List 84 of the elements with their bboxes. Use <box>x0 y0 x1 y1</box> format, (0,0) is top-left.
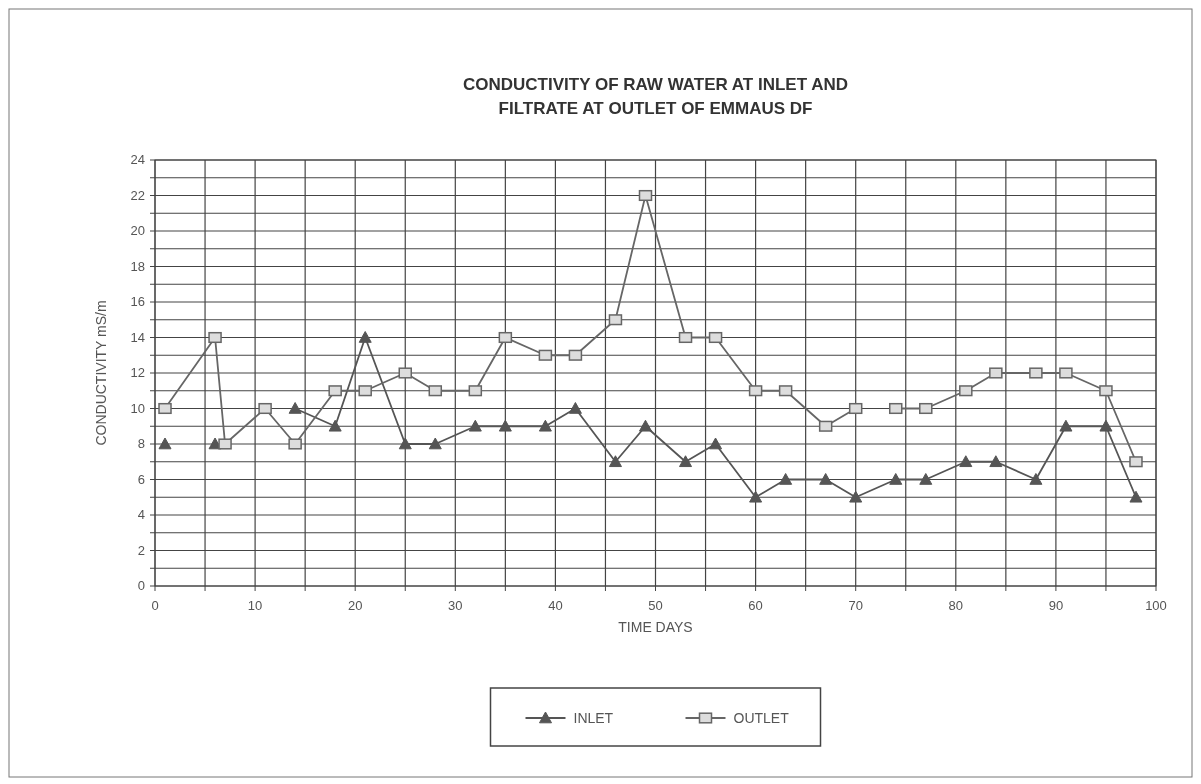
x-tick-label: 100 <box>1145 598 1167 613</box>
x-tick-label: 90 <box>1048 598 1064 613</box>
x-tick-label: 20 <box>347 598 363 613</box>
point <box>679 455 693 468</box>
point <box>919 473 933 485</box>
y-tick-label: 12 <box>130 365 145 380</box>
x-tick-label: 50 <box>648 598 663 613</box>
point <box>1099 419 1113 432</box>
point <box>498 419 512 432</box>
y-tick-label: 14 <box>130 329 145 345</box>
legend-label: OUTLET <box>733 710 790 726</box>
point <box>1059 419 1073 432</box>
point <box>398 367 412 379</box>
x-tick-label: 30 <box>448 598 463 613</box>
point <box>1129 490 1143 503</box>
y-axis-title: CONDUCTIVITY mS/m <box>93 300 109 446</box>
y-tick-label: 20 <box>130 223 145 238</box>
point <box>468 385 483 397</box>
y-tick-label: 10 <box>130 400 145 416</box>
legend-label: INLET <box>573 710 614 726</box>
point <box>849 490 863 503</box>
point <box>708 331 723 344</box>
point <box>959 455 973 468</box>
point <box>568 349 583 361</box>
point <box>538 349 553 361</box>
point <box>498 331 513 344</box>
y-tick-label: 22 <box>130 187 145 203</box>
x-tick-label: 70 <box>848 598 863 613</box>
y-tick-label: 24 <box>130 152 145 167</box>
chart-title: CONDUCTIVITY OF RAW WATER AT INLET AND FILTRATE AT OUTLET OF EMMAUS DF <box>463 75 848 118</box>
point <box>638 189 653 202</box>
point <box>328 419 342 432</box>
y-tick-label: 4 <box>137 507 145 522</box>
point <box>779 473 793 485</box>
point <box>989 367 1003 379</box>
point <box>749 490 763 503</box>
y-tick-label: 16 <box>130 294 145 309</box>
point <box>158 402 172 415</box>
x-tick-label: 0 <box>151 598 159 613</box>
y-tick-label: 8 <box>137 436 145 451</box>
point <box>1029 367 1043 379</box>
point <box>428 385 443 397</box>
point <box>778 385 793 397</box>
point <box>919 402 933 415</box>
point <box>288 402 302 414</box>
x-tick-label: 60 <box>748 598 763 613</box>
point <box>1059 367 1073 379</box>
point <box>1099 385 1113 397</box>
point <box>889 473 903 485</box>
point <box>888 402 903 415</box>
y-tick-label: 2 <box>137 542 145 558</box>
point <box>608 314 623 326</box>
point <box>358 331 372 343</box>
x-tick-label: 10 <box>247 598 263 613</box>
point <box>158 437 172 450</box>
point <box>818 420 833 432</box>
point <box>748 385 763 397</box>
y-tick-label: 6 <box>137 471 145 487</box>
x-axis-title: TIME DAYS <box>618 619 693 635</box>
point <box>288 438 302 450</box>
point <box>1029 473 1043 485</box>
point <box>328 385 342 397</box>
point <box>218 438 232 450</box>
point <box>428 437 442 450</box>
point <box>848 402 863 415</box>
point <box>989 455 1003 468</box>
point <box>358 385 372 397</box>
point <box>258 402 272 415</box>
point <box>398 437 412 450</box>
point <box>568 402 582 414</box>
point <box>468 419 482 432</box>
point <box>959 385 973 397</box>
point <box>538 419 552 432</box>
point <box>638 419 652 432</box>
point <box>678 331 693 344</box>
x-tick-label: 80 <box>948 598 964 613</box>
point <box>608 455 622 468</box>
point <box>709 437 723 450</box>
point <box>1129 456 1143 468</box>
point <box>819 473 833 485</box>
point <box>208 331 222 344</box>
y-tick-label: 18 <box>130 258 145 274</box>
x-tick-label: 40 <box>548 598 563 613</box>
y-tick-label: 0 <box>137 578 145 593</box>
